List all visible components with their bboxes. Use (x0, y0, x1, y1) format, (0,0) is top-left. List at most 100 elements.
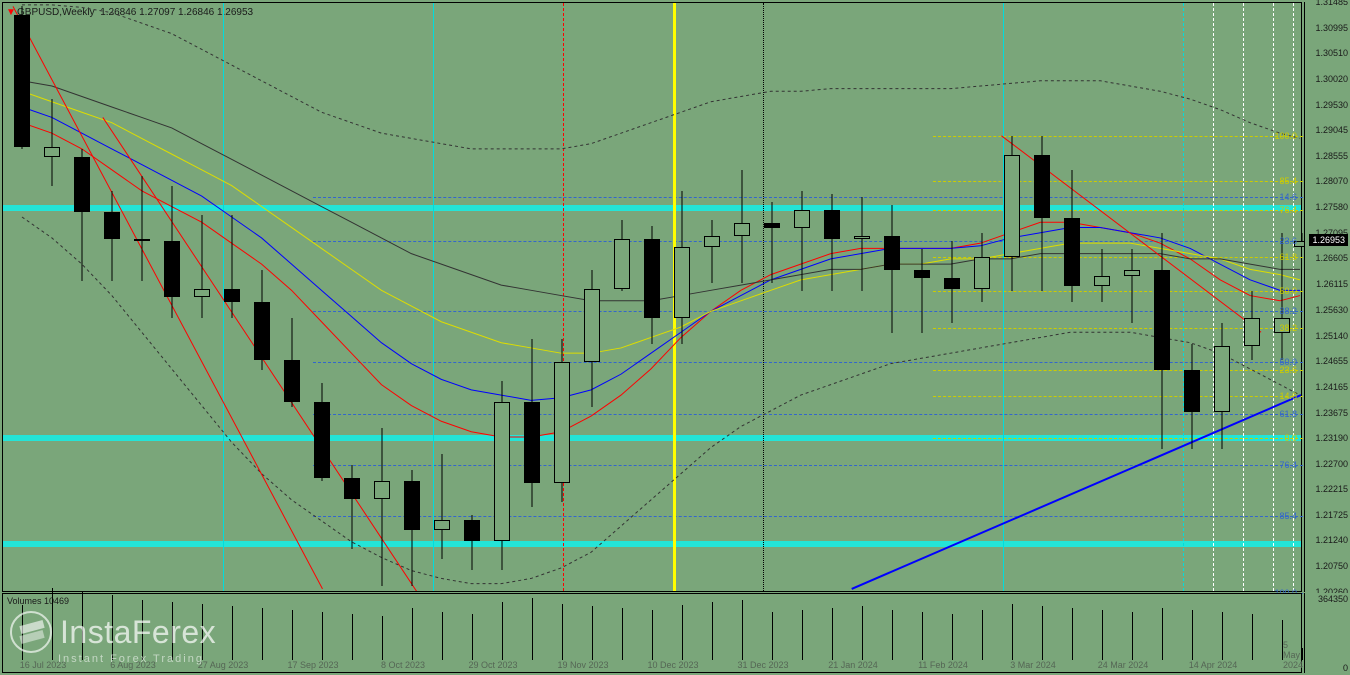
candlestick (73, 3, 91, 593)
broker-tagline: Instant Forex Trading (58, 653, 204, 665)
candlestick (253, 3, 271, 593)
candlestick (1033, 3, 1051, 593)
fibonacci-level-label: 14.6 (1279, 192, 1297, 202)
candlestick (1003, 3, 1021, 593)
volume-bar (952, 614, 953, 660)
x-axis-date-label: 31 Dec 2023 (737, 660, 788, 670)
y-axis-tick-label: 1.26115 (1316, 279, 1348, 289)
price-y-axis: 1.314851.309951.305101.300201.295301.290… (1304, 2, 1350, 592)
candlestick (733, 3, 751, 593)
volume-zero-label: 0 (1343, 663, 1348, 673)
volume-bar (652, 610, 653, 660)
volume-bar (1072, 608, 1073, 660)
price-chart-panel[interactable]: ▼ GBPUSD,Weekly 1.26846 1.27097 1.26846 … (2, 2, 1302, 592)
fibonacci-level-label: 76.4 (1279, 460, 1297, 470)
volume-bar (922, 612, 923, 660)
volume-bar (292, 610, 293, 660)
volume-bar (1012, 604, 1013, 660)
y-axis-tick-label: 1.25140 (1315, 331, 1348, 341)
fibonacci-level-label: 23.6 (1279, 365, 1297, 375)
y-axis-tick-label: 1.23190 (1315, 433, 1348, 443)
y-axis-tick-label: 1.21725 (1315, 510, 1348, 520)
volume-bar (592, 606, 593, 660)
volume-bar (772, 612, 773, 660)
candlestick (1243, 3, 1261, 593)
x-axis-date-label: 27 Aug 2023 (198, 660, 249, 670)
candlestick (1063, 3, 1081, 593)
volume-bar (1042, 606, 1043, 660)
candlestick (943, 3, 961, 593)
candlestick (643, 3, 661, 593)
y-axis-tick-label: 1.22700 (1315, 459, 1348, 469)
y-axis-tick-label: 1.30020 (1315, 74, 1348, 84)
x-axis-date-label: 29 Oct 2023 (468, 660, 517, 670)
candlestick (433, 3, 451, 593)
fibonacci-level-label: 38.2 (1279, 306, 1297, 316)
volume-bar (532, 598, 533, 660)
volume-bar (892, 610, 893, 660)
candlestick (133, 3, 151, 593)
broker-logo-icon (10, 611, 52, 653)
volume-max-label: 364350 (1318, 594, 1348, 604)
x-axis-date-label: 5 May 2024 (1283, 640, 1303, 670)
volume-bar (1162, 608, 1163, 660)
y-axis-tick-label: 1.20750 (1315, 561, 1348, 571)
x-axis-date-label: 14 Apr 2024 (1189, 660, 1238, 670)
candlestick (1213, 3, 1231, 593)
x-axis-date-label: 11 Feb 2024 (918, 660, 968, 670)
candlestick (1093, 3, 1111, 593)
y-axis-tick-label: 1.29530 (1315, 100, 1348, 110)
volume-bar (1102, 610, 1103, 660)
y-axis-tick-label: 1.25630 (1315, 305, 1348, 315)
y-axis-tick-label: 1.24165 (1315, 382, 1348, 392)
fibonacci-level-label: 50.0 (1279, 286, 1297, 296)
volume-bar (1132, 612, 1133, 660)
candlestick (523, 3, 541, 593)
y-axis-tick-label: 1.30510 (1315, 48, 1348, 58)
candlestick (103, 3, 121, 593)
x-axis-date-label: 10 Dec 2023 (647, 660, 698, 670)
y-axis-tick-label: 1.29045 (1315, 125, 1348, 135)
y-axis-tick-label: 1.21240 (1315, 535, 1348, 545)
volume-title: Volumes 10469 (7, 596, 69, 606)
candlestick (583, 3, 601, 593)
volume-bar (502, 602, 503, 660)
volume-y-axis: 364350 0 (1304, 593, 1350, 673)
y-axis-tick-label: 1.30995 (1315, 23, 1348, 33)
fibonacci-level-label: 76.4 (1279, 205, 1297, 215)
candlestick (703, 3, 721, 593)
x-axis-date-label: 24 Mar 2024 (1098, 660, 1149, 670)
volume-bar (802, 610, 803, 660)
volume-bar (232, 606, 233, 660)
volume-bar (472, 614, 473, 660)
y-axis-tick-label: 1.26605 (1315, 253, 1348, 263)
candlestick (313, 3, 331, 593)
fibonacci-level-label: 14.6 (1279, 391, 1297, 401)
candlestick (883, 3, 901, 593)
volume-bar (742, 600, 743, 660)
y-axis-tick-label: 1.28070 (1315, 176, 1348, 186)
candlestick (1153, 3, 1171, 593)
volume-bar (442, 612, 443, 660)
fibonacci-level-label: 61.8 (1279, 252, 1297, 262)
volume-bar (1222, 612, 1223, 660)
candlestick (1273, 3, 1291, 593)
y-axis-tick-label: 1.23675 (1315, 408, 1348, 418)
candlestick (403, 3, 421, 593)
volume-bar (1252, 614, 1253, 660)
candlestick (13, 3, 31, 593)
forex-chart-container: ▼ GBPUSD,Weekly 1.26846 1.27097 1.26846 … (0, 0, 1350, 675)
fibonacci-level-label: 100.0 (1274, 131, 1297, 141)
x-axis-date-label: 8 Oct 2023 (381, 660, 425, 670)
fibonacci-level-label: 0.0 (1284, 433, 1297, 443)
candlestick (793, 3, 811, 593)
volume-bar (712, 602, 713, 660)
volume-bar (412, 608, 413, 660)
x-axis-date-label: 21 Jan 2024 (828, 660, 878, 670)
candlestick (223, 3, 241, 593)
candlestick (913, 3, 931, 593)
candlestick (493, 3, 511, 593)
x-axis-date-label: 3 Mar 2024 (1010, 660, 1056, 670)
volume-bar (382, 616, 383, 660)
y-axis-tick-label: 1.27580 (1315, 202, 1348, 212)
